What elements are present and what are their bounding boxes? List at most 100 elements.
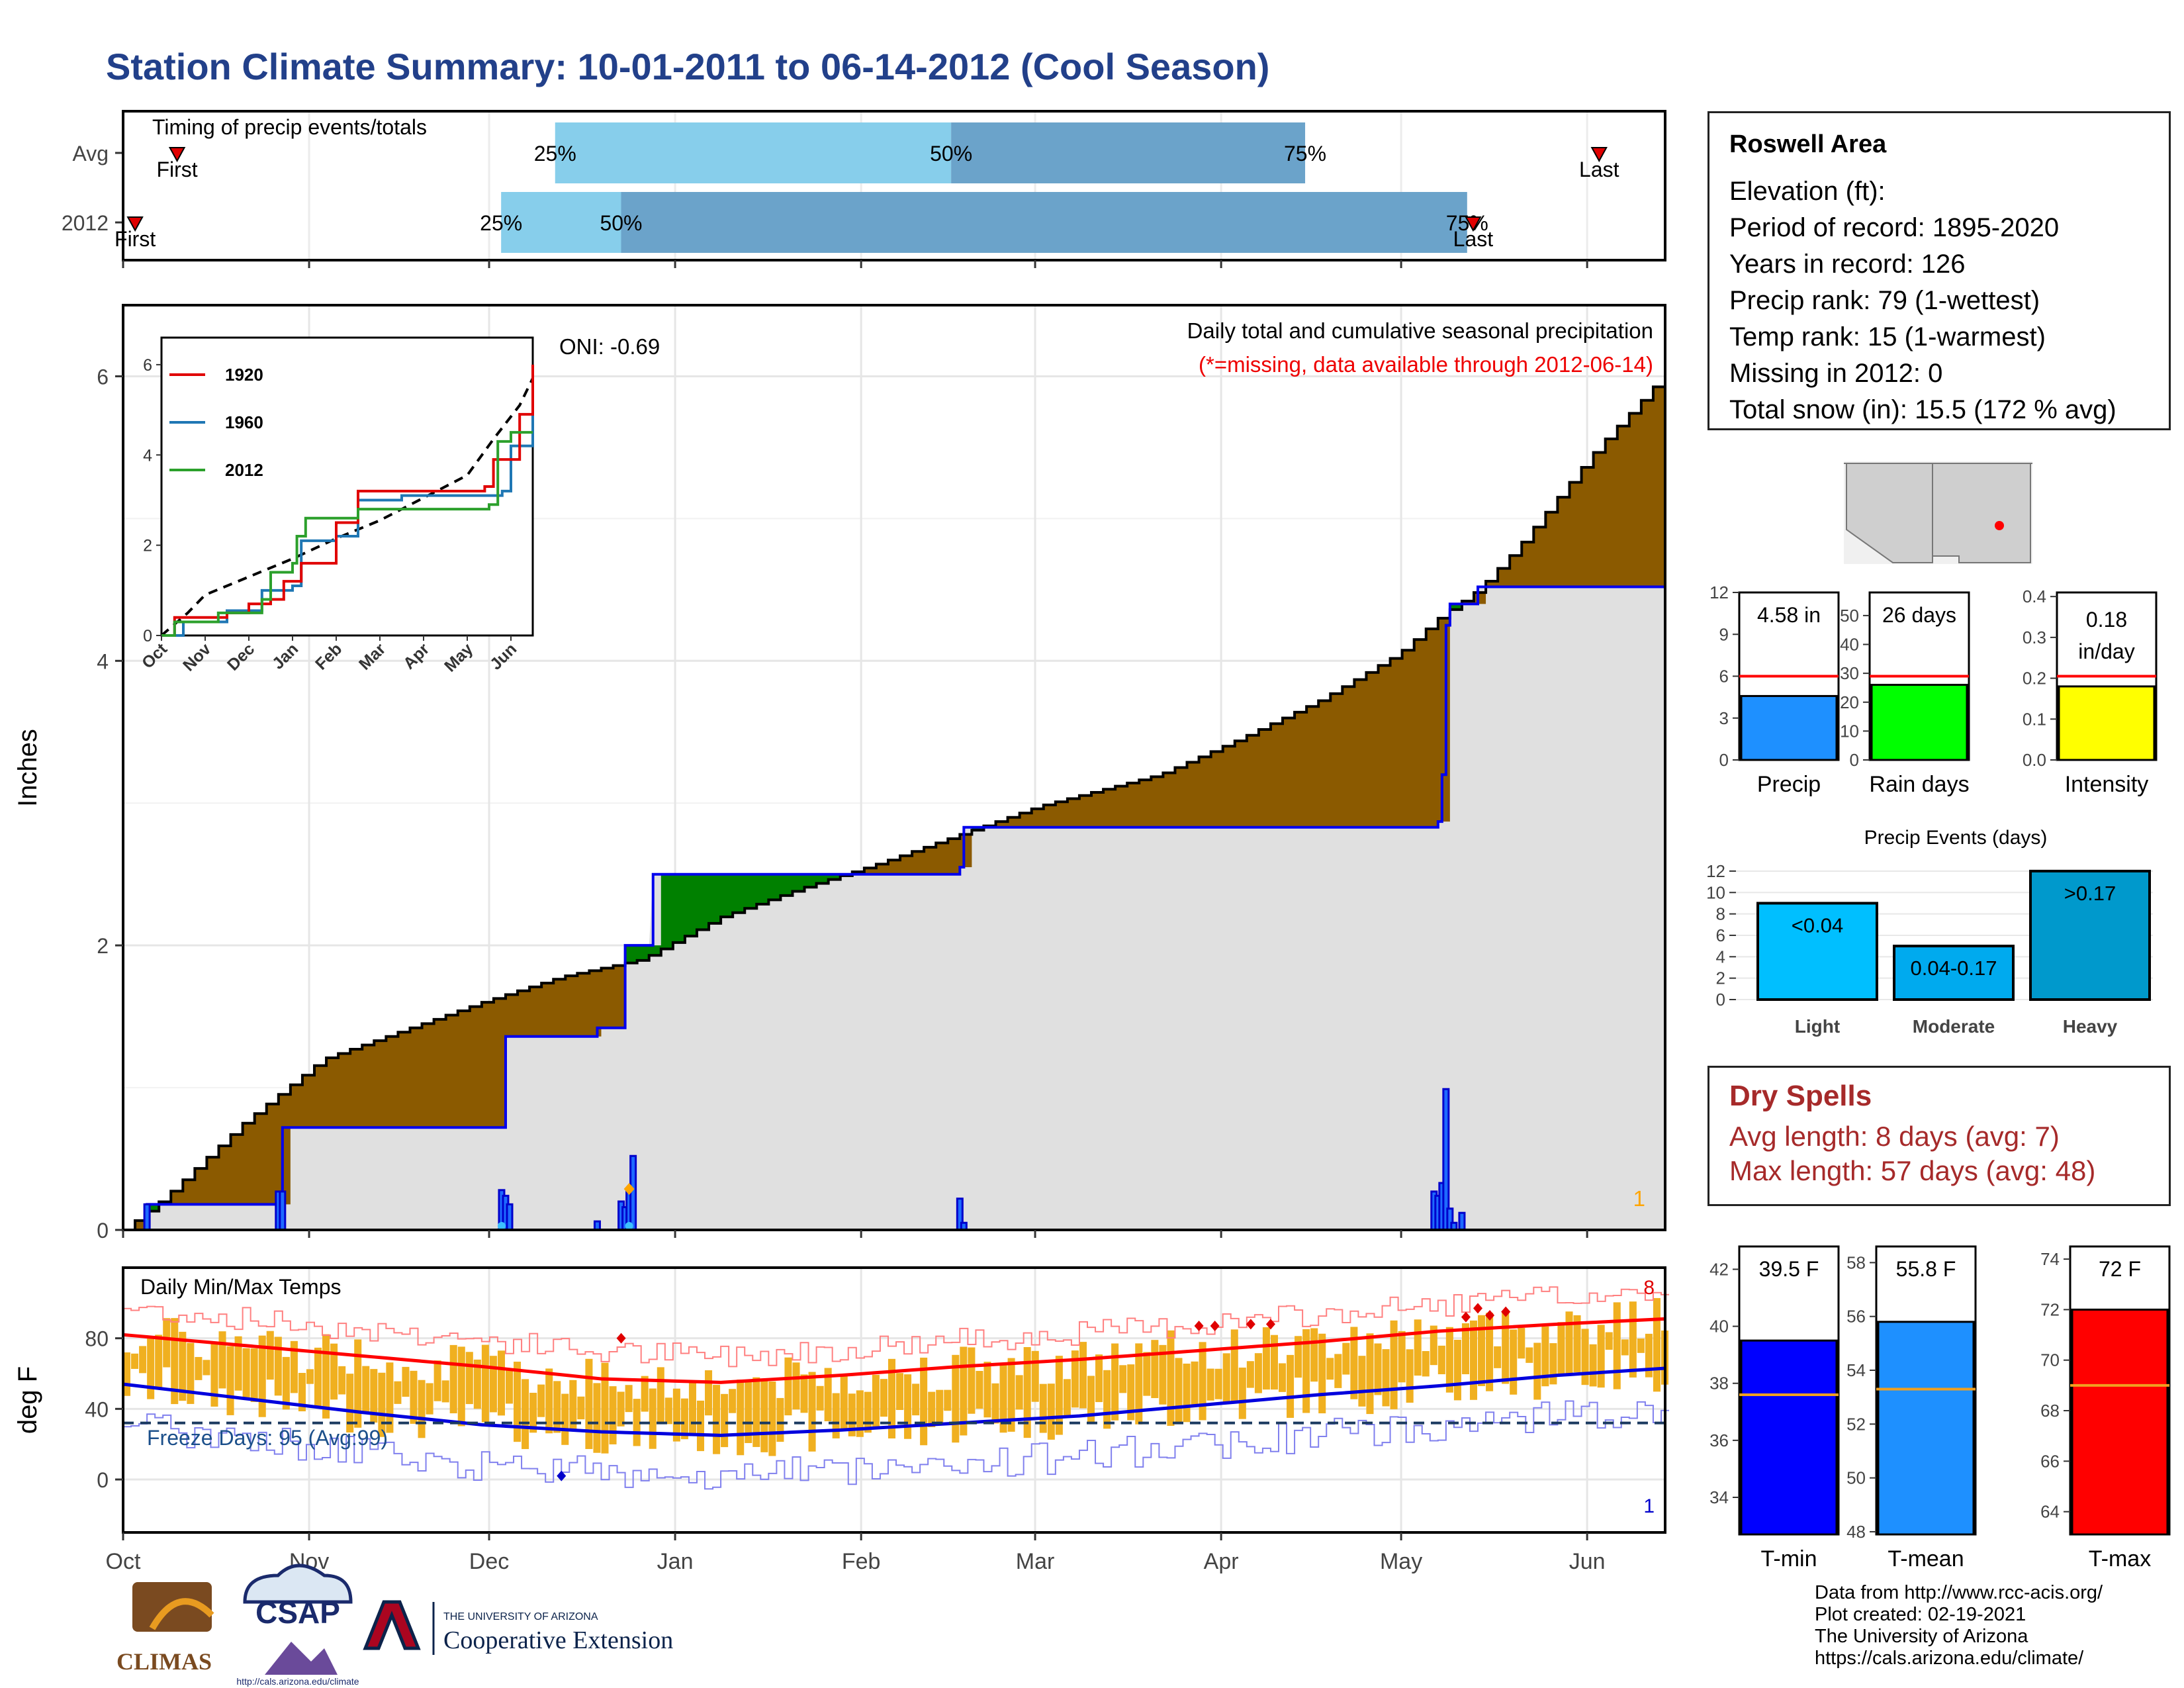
summary-y-tick-label: 9 <box>1719 624 1729 644</box>
events-y-tick-label: 6 <box>1716 925 1725 945</box>
daily-temp-range-bar <box>426 1383 433 1415</box>
credit-plot-created: Plot created: 02-19-2021 <box>1815 1604 2026 1625</box>
daily-temp-range-bar <box>163 1318 171 1368</box>
daily-temp-range-bar <box>1015 1375 1023 1410</box>
daily-temp-range-bar <box>657 1367 664 1425</box>
daily-temp-range-bar <box>1398 1331 1406 1383</box>
timing-last-label: Last <box>1579 158 1619 181</box>
event-bar <box>2029 869 2151 1001</box>
climas-logo-swoosh <box>149 1598 214 1630</box>
record-high-marker <box>1473 1303 1483 1314</box>
daily-temp-range-bar <box>896 1373 904 1411</box>
daily-temp-range-bar <box>290 1340 298 1393</box>
summary-y-tick-label: 34 <box>1709 1487 1729 1507</box>
credit-url: https://cals.arizona.edu/climate/ <box>1815 1648 2084 1669</box>
daily-temp-range-bar <box>203 1360 210 1376</box>
daily-temp-range-bar <box>514 1362 522 1442</box>
daily-precip-bar <box>143 1203 151 1231</box>
summary-y-tick-label: 70 <box>2040 1350 2060 1370</box>
summary-y-tick-label: 36 <box>1709 1430 1729 1450</box>
summary-y-tick-label: 72 <box>2040 1299 2060 1319</box>
inset-y-tick-label: 4 <box>143 446 152 465</box>
cum-y-axis-label: Inches <box>13 729 42 807</box>
daily-temp-range-bar <box>1637 1338 1645 1353</box>
summary-panel-name: Precip <box>1757 772 1821 797</box>
below-average-deficit-area <box>135 387 1665 1230</box>
record-low-marker <box>557 1470 567 1481</box>
temps-y-tick-label: 0 <box>97 1468 109 1492</box>
first-event-marker <box>126 216 144 232</box>
summary-y-tick-label: 58 <box>1846 1252 1866 1272</box>
summary-y-tick-label: 38 <box>1709 1374 1729 1393</box>
record-high-marker <box>1265 1319 1275 1330</box>
summary-value-label: 55.8 F <box>1896 1257 1956 1281</box>
record-high-marker <box>1461 1311 1471 1323</box>
record-high-marker <box>1501 1306 1511 1317</box>
daily-temp-range-bar <box>1494 1346 1502 1368</box>
daily-temp-range-bar <box>680 1398 688 1440</box>
credit-university: The University of Arizona <box>1815 1626 2028 1647</box>
daily-temp-range-bar <box>1613 1302 1621 1389</box>
daily-temp-range-bar <box>991 1383 999 1424</box>
daily-temp-range-bar <box>1486 1313 1494 1391</box>
daily-temp-range-bar <box>1422 1351 1430 1377</box>
daily-temp-range-bar <box>1573 1315 1581 1373</box>
event-category-label: Light <box>1795 1016 1840 1037</box>
daily-temp-range-bar <box>529 1393 537 1433</box>
timing-title: Timing of precip events/totals <box>152 115 427 139</box>
cum-y-tick-label: 2 <box>97 934 109 958</box>
inset-y-tick-label: 6 <box>143 356 152 375</box>
summary-value-label: 72 F <box>2099 1257 2141 1281</box>
summary-panel-name: T-max <box>2089 1546 2151 1571</box>
event-bar-label: 0.04-0.17 <box>1911 957 1997 980</box>
timing-last-label: Last <box>1453 227 1494 251</box>
daily-temp-range-bar <box>1437 1345 1445 1375</box>
daily-temp-range-bar <box>1549 1343 1557 1385</box>
summary-y-tick-label: 42 <box>1709 1259 1729 1279</box>
first-event-marker <box>168 147 186 163</box>
daily-temp-range-bar <box>298 1372 306 1412</box>
month-label: Apr <box>1204 1549 1239 1574</box>
daily-temp-range-bar <box>473 1359 481 1409</box>
daily-temp-range-bar <box>441 1380 449 1403</box>
daily-temp-range-bar <box>123 1352 131 1396</box>
daily-temp-range-bar <box>824 1368 832 1422</box>
daily-temp-range-bar <box>872 1374 880 1428</box>
daily-temp-range-bar <box>1238 1367 1246 1419</box>
last-event-marker <box>1590 147 1608 163</box>
inset-y-tick-label: 0 <box>143 627 152 645</box>
summary-y-tick-label: 0.4 <box>2023 586 2046 606</box>
inset-legend-label: 2012 <box>225 460 263 480</box>
daily-temp-range-bar <box>545 1368 553 1434</box>
station-info-box: Roswell Area Elevation (ft): Period of r… <box>1707 111 2171 430</box>
record-high-marker <box>1210 1321 1220 1331</box>
daily-temp-range-bar <box>433 1360 441 1401</box>
daily-temp-range-bar <box>856 1390 864 1437</box>
daily-temp-range-bar <box>1510 1329 1518 1395</box>
summary-y-tick-label: 74 <box>2040 1249 2060 1269</box>
last-event-marker <box>1465 216 1482 232</box>
daily-temp-range-bar <box>1414 1319 1422 1376</box>
dry-spells-max: Max length: 57 days (avg: 48) <box>1729 1155 2096 1186</box>
daily-precip-bar <box>279 1190 287 1231</box>
record-high-marker <box>1485 1310 1495 1321</box>
cum-frame <box>122 304 1666 1231</box>
daily-temp-range-bar <box>1334 1354 1342 1388</box>
summary-y-tick-label: 66 <box>2040 1451 2060 1471</box>
cum-y-tick-label: 0 <box>97 1219 109 1243</box>
summary-y-tick-label: 30 <box>1840 663 1859 683</box>
timing-first-label: First <box>114 227 156 251</box>
daily-temp-range-bar <box>1518 1327 1525 1359</box>
daily-temp-range-bar <box>139 1346 147 1374</box>
daily-temp-range-bar <box>1159 1344 1167 1405</box>
daily-temp-range-bar <box>1087 1376 1095 1424</box>
summary-precip-panels: 4.58 in 0 3 6 9 12 Precip 26 days 0 10 20 30 40 50 Rai… <box>1709 583 2158 797</box>
daily-temp-range-bar <box>354 1339 362 1428</box>
daily-temp-range-bar <box>1653 1297 1661 1392</box>
daily-temp-range-bar <box>1262 1327 1270 1390</box>
summary-value-label: 39.5 F <box>1759 1257 1819 1281</box>
daily-temp-range-bar <box>1246 1361 1254 1388</box>
record-high-marker <box>1246 1319 1255 1330</box>
summary-temp-panels: 39.5 F 34 36 38 40 42 T-min 55.8 F 48 50 52 54 56 58 T… <box>1709 1245 2171 1571</box>
inset-legend-label: 1960 <box>225 412 263 432</box>
